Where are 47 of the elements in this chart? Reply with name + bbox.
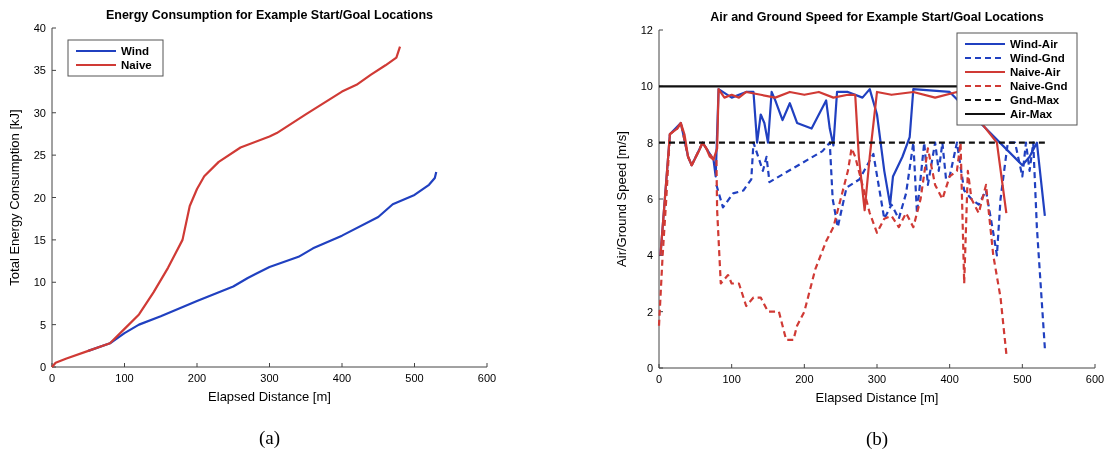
y-tick-label: 30: [33, 106, 46, 119]
y-tick-label: 0: [646, 362, 653, 374]
x-tick-label: 500: [405, 372, 424, 384]
chart-title: Air and Ground Speed for Example Start/Goal Locations: [710, 10, 1044, 24]
y-tick-label: 12: [640, 24, 653, 36]
y-tick-label: 6: [646, 193, 653, 205]
y-axis-title: Total Energy Consumption [kJ]: [7, 109, 22, 286]
x-tick-label: 400: [940, 373, 959, 385]
legend-label: Naive-Gnd: [1010, 80, 1068, 92]
x-tick-label: 0: [655, 373, 663, 385]
line-series: [50, 45, 402, 369]
x-tick-label: 600: [477, 372, 497, 384]
y-tick-label: 35: [33, 64, 46, 77]
x-axis-title: Elapsed Distance [m]: [815, 390, 939, 405]
x-tick-label: 100: [115, 372, 134, 384]
legend-label: Gnd-Max: [1010, 94, 1060, 106]
legend-label: Air-Max: [1010, 108, 1053, 120]
x-tick-label: 100: [722, 373, 741, 385]
y-tick-label: 25: [33, 149, 46, 162]
x-tick-label: 400: [332, 372, 352, 384]
y-axis-title: Air/Ground Speed [m/s]: [614, 131, 629, 267]
y-tick-label: 10: [33, 276, 46, 289]
y-tick-label: 15: [33, 233, 46, 246]
legend-label: Wind: [121, 45, 149, 57]
x-tick-label: 300: [260, 372, 279, 384]
y-tick-label: 10: [640, 80, 653, 93]
x-axis-title: Elapsed Distance [m]: [208, 389, 331, 404]
chart-title: Energy Consumption for Example Start/Goal Locations: [105, 8, 434, 22]
x-tick-label: 500: [1013, 373, 1032, 385]
x-tick-label: 200: [795, 373, 814, 385]
text: (a): [258, 427, 281, 449]
y-tick-label: 0: [39, 361, 46, 373]
legend-label: Wind-Gnd: [1010, 52, 1065, 64]
legend-label: Naive: [121, 59, 152, 71]
text: (b): [865, 428, 889, 450]
y-tick-label: 4: [646, 249, 653, 262]
legend-label: Naive-Air: [1010, 66, 1062, 78]
y-tick-label: 40: [33, 22, 46, 34]
y-tick-label: 5: [39, 318, 46, 331]
x-tick-label: 200: [187, 372, 207, 384]
y-tick-label: 20: [33, 191, 46, 204]
y-tick-label: 8: [646, 136, 653, 149]
legend-label: Wind-Air: [1010, 38, 1059, 50]
y-tick-label: 2: [646, 305, 653, 318]
x-tick-label: 600: [1085, 373, 1105, 385]
x-tick-label: 0: [48, 372, 56, 384]
x-tick-label: 300: [867, 373, 887, 385]
